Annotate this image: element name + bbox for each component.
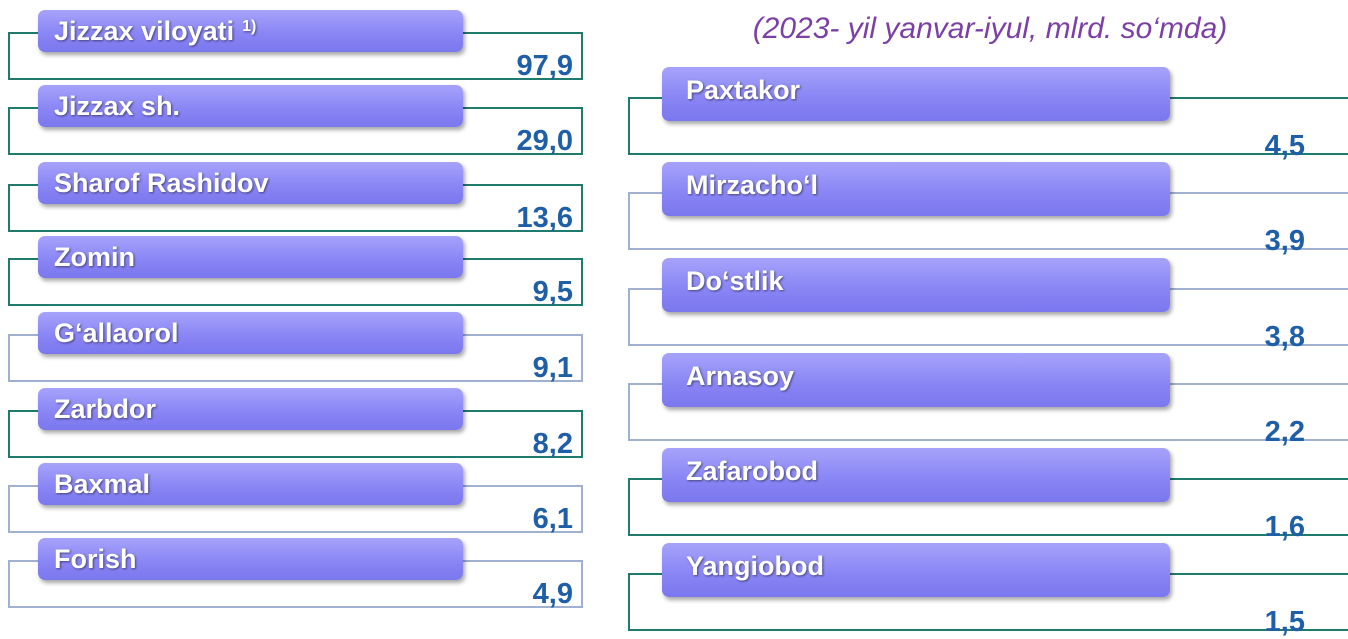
row-value: 8,2 xyxy=(532,428,573,460)
row-value: 9,1 xyxy=(532,352,573,384)
region-name: Do‘stlik xyxy=(686,266,784,296)
row-value: 13,6 xyxy=(516,202,573,234)
row-label: Sharof Rashidov xyxy=(38,162,463,204)
region-name: Forish xyxy=(54,543,137,574)
row-label: Yangiobod xyxy=(662,543,1170,597)
region-name: Zarbdor xyxy=(54,393,157,424)
row-value: 3,8 xyxy=(1264,321,1305,353)
row-value: 97,9 xyxy=(516,50,573,82)
row-value: 1,5 xyxy=(1264,606,1305,638)
row-value: 2,2 xyxy=(1264,416,1305,448)
row-label: G‘allaorol xyxy=(38,312,463,354)
row-value: 4,9 xyxy=(532,578,573,610)
row-label: Baxmal xyxy=(38,463,463,505)
row-label: Jizzax sh. xyxy=(38,85,463,127)
row-value: 4,5 xyxy=(1264,130,1305,162)
row-value: 29,0 xyxy=(516,125,573,157)
region-name: Sharof Rashidov xyxy=(54,167,269,198)
subtitle: (2023- yil yanvar-iyul, mlrd. so‘mda) xyxy=(752,12,1228,45)
region-name: Paxtakor xyxy=(686,75,801,105)
row-label: Mirzacho‘l xyxy=(662,162,1170,216)
region-name: Jizzax sh. xyxy=(54,90,181,121)
row-label: Paxtakor xyxy=(662,67,1170,121)
row-value: 6,1 xyxy=(532,503,573,535)
row-label: Do‘stlik xyxy=(662,258,1170,312)
row-label: Zomin xyxy=(38,236,463,278)
row-value: 3,9 xyxy=(1264,225,1305,257)
region-name: Yangiobod xyxy=(686,551,824,581)
row-value: 9,5 xyxy=(532,276,573,308)
footnote-mark: 1) xyxy=(242,18,257,35)
row-label: Jizzax viloyati 1) xyxy=(38,10,463,52)
row-label: Zarbdor xyxy=(38,388,463,430)
row-label: Forish xyxy=(38,538,463,580)
row-label: Arnasoy xyxy=(662,353,1170,407)
page: (2023- yil yanvar-iyul, mlrd. so‘mda) ((… xyxy=(8,10,1348,638)
region-name: Mirzacho‘l xyxy=(686,170,819,200)
region-name: Zafarobod xyxy=(686,456,818,486)
row-label: Zafarobod xyxy=(662,448,1170,502)
region-name: Baxmal xyxy=(54,468,151,499)
region-name: Zomin xyxy=(54,241,135,272)
region-name: G‘allaorol xyxy=(54,317,179,348)
row-value: 1,6 xyxy=(1264,511,1305,543)
region-name: Jizzax viloyati xyxy=(54,15,235,46)
region-name: Arnasoy xyxy=(686,361,795,391)
